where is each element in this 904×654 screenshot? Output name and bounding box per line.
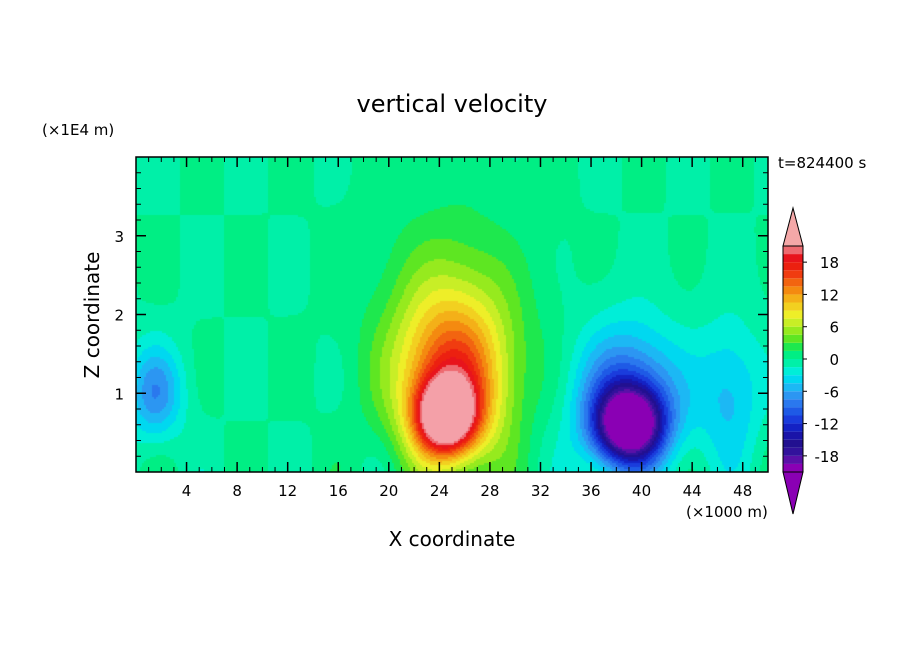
y-axis: 1 2 3 xyxy=(114,172,768,457)
colorbar-max-arrow xyxy=(782,206,804,247)
colorbar-band xyxy=(783,342,803,351)
x-tick-label: 12 xyxy=(278,482,297,500)
y-tick-label: 3 xyxy=(114,228,124,246)
chart-title: vertical velocity xyxy=(357,90,548,118)
colorbar-band xyxy=(783,334,803,343)
colorbar-band xyxy=(783,391,803,400)
colorbar-band xyxy=(783,310,803,319)
colorbar-band xyxy=(783,439,803,448)
x-axis: 4 8 12 16 20 24 28 32 36 40 44 48 xyxy=(148,157,756,500)
x-tick-label: 44 xyxy=(683,482,702,500)
x-tick-label: 8 xyxy=(232,482,242,500)
x-unit-label: (×1000 m) xyxy=(686,503,768,521)
colorbar-band xyxy=(783,286,803,295)
x-tick-label: 24 xyxy=(430,482,449,500)
y-axis-label: Z coordinate xyxy=(80,252,104,379)
colorbar-tick-label: 18 xyxy=(820,254,839,272)
x-tick-label: 4 xyxy=(182,482,192,500)
colorbar-band xyxy=(783,246,803,255)
colorbar-band xyxy=(783,415,803,424)
y-tick-label: 2 xyxy=(114,307,124,325)
colorbar-band xyxy=(783,431,803,440)
colorbar-band xyxy=(783,375,803,384)
colorbar-band xyxy=(783,318,803,327)
colorbar-band xyxy=(783,270,803,279)
x-tick-label: 36 xyxy=(581,482,600,500)
colorbar-band xyxy=(783,447,803,456)
colorbar-band xyxy=(783,278,803,287)
x-tick-label: 28 xyxy=(480,482,499,500)
velocity-field xyxy=(136,157,768,472)
colorbar-band xyxy=(783,455,803,464)
x-tick-label: 40 xyxy=(632,482,651,500)
y-tick-label: 1 xyxy=(114,385,124,403)
x-tick-label: 32 xyxy=(531,482,550,500)
colorbar-band xyxy=(783,423,803,432)
colorbar-band xyxy=(783,463,803,472)
colorbar-band xyxy=(783,399,803,408)
colorbar-band xyxy=(783,302,803,311)
colorbar-tick-label: -18 xyxy=(815,448,840,466)
colorbar-band xyxy=(783,407,803,416)
x-tick-label: 48 xyxy=(733,482,752,500)
plot-area xyxy=(135,156,769,473)
x-axis-label: X coordinate xyxy=(389,527,516,551)
x-tick-label: 16 xyxy=(329,482,348,500)
colorbar-min-arrow xyxy=(782,471,804,515)
colorbar: 18 12 6 0 -6 -12 -18 xyxy=(782,206,840,515)
colorbar-band xyxy=(783,350,803,359)
colorbar-band xyxy=(783,326,803,335)
colorbar-band xyxy=(783,262,803,271)
colorbar-band xyxy=(783,254,803,263)
colorbar-tick-label: 0 xyxy=(829,351,839,369)
colorbar-tick-label: -12 xyxy=(815,416,840,434)
colorbar-band xyxy=(783,383,803,392)
colorbar-band xyxy=(783,367,803,376)
x-tick-label: 20 xyxy=(379,482,398,500)
colorbar-tick-label: -6 xyxy=(824,383,839,401)
time-label: t=824400 s xyxy=(778,154,866,172)
colorbar-tick-label: 12 xyxy=(820,286,839,304)
colorbar-band xyxy=(783,359,803,368)
colorbar-band xyxy=(783,294,803,303)
y-unit-label: (×1E4 m) xyxy=(42,121,114,139)
colorbar-tick-label: 6 xyxy=(829,319,839,337)
